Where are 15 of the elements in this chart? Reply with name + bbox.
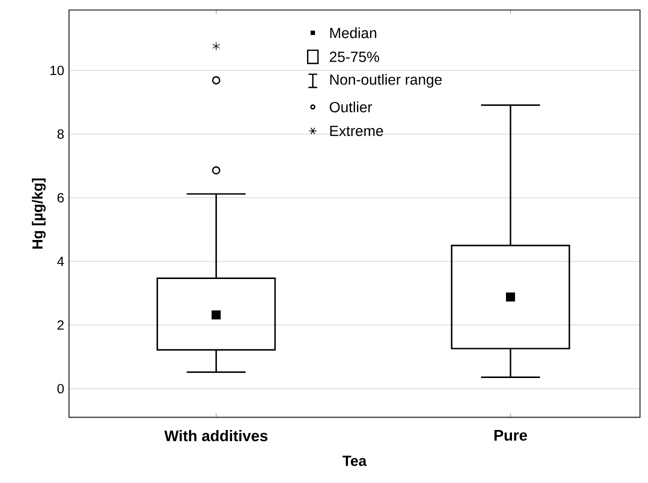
y-tick-label: 8 [57, 129, 64, 139]
y-tick-label: 6 [58, 193, 64, 202]
y-tick-label: 0 [57, 384, 64, 394]
x-tick-label: With additives [164, 430, 268, 442]
y-axis-title: Hg [µg/kg] [32, 178, 46, 249]
y-tick-label: 2 [58, 320, 64, 330]
y-tick-label: 10 [50, 66, 64, 76]
y-tick-label: 4 [57, 256, 64, 266]
annotation: Non-outlier range [330, 74, 442, 88]
x-axis-title: Tea [342, 456, 367, 466]
annotation: Median [330, 27, 376, 38]
annotation: Outlier [330, 102, 372, 112]
annotation: Extreme [330, 126, 384, 136]
annotation: 25-75% [330, 52, 380, 62]
x-tick-label: Pure [494, 430, 528, 441]
